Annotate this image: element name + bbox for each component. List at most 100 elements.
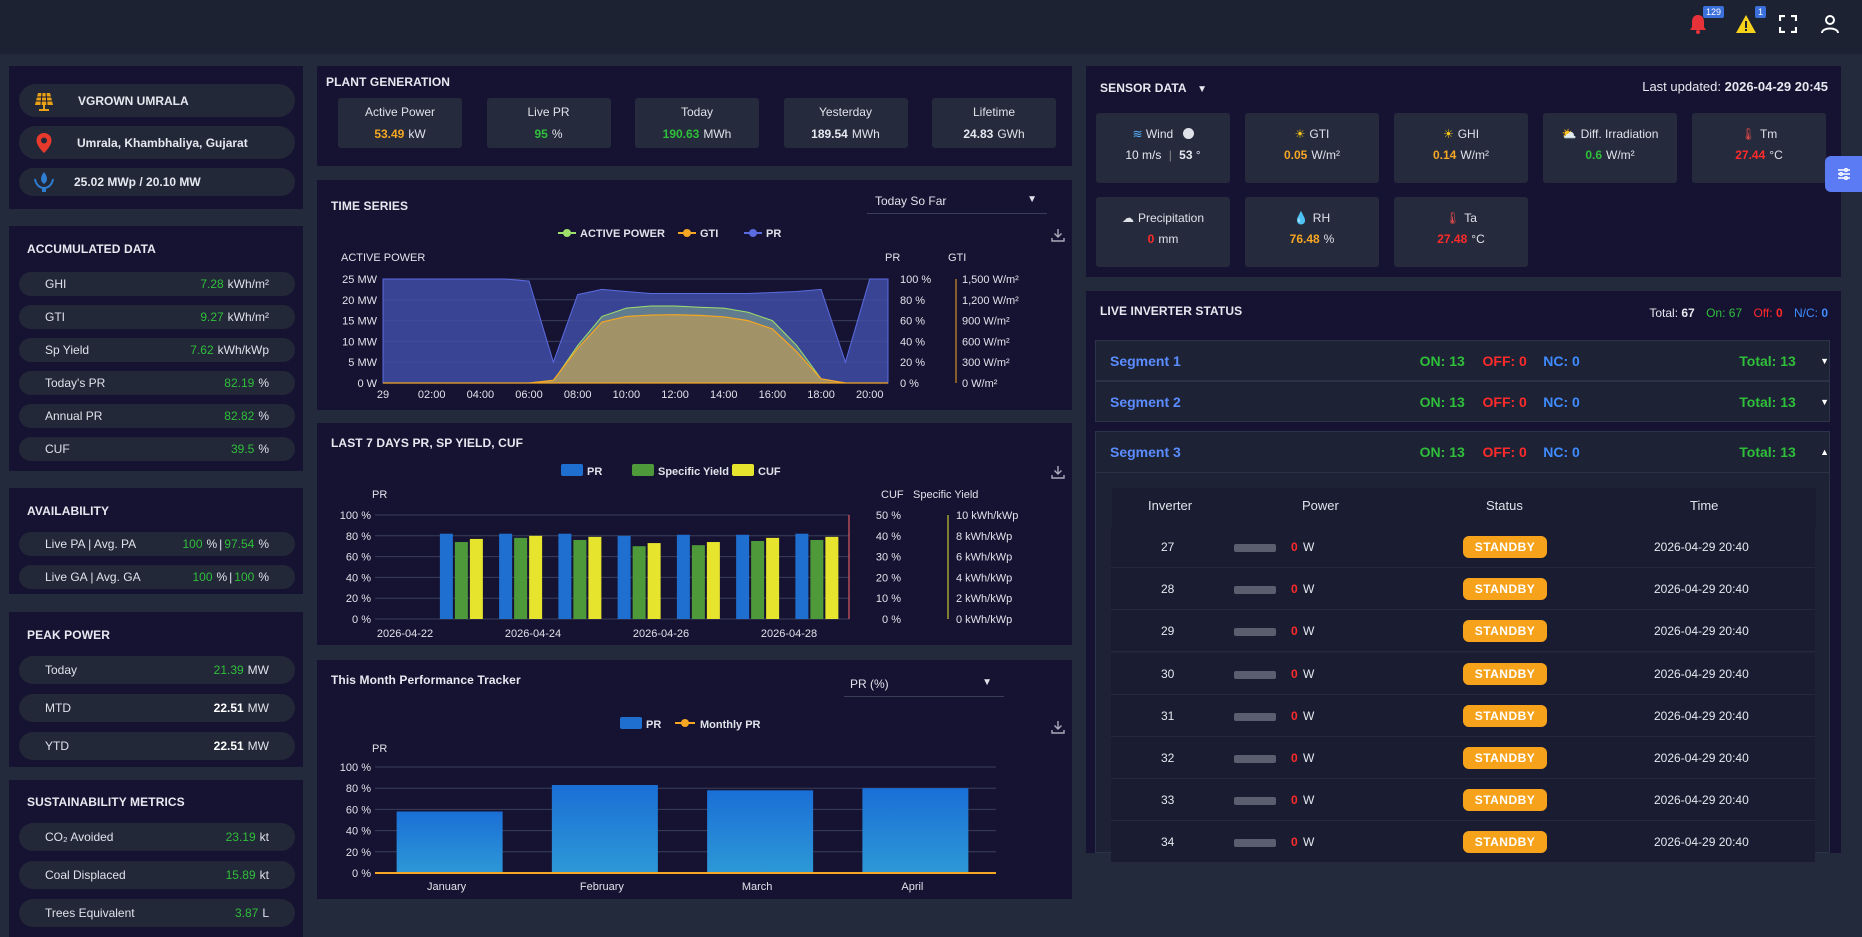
sensor-value-row: 0.05 W/m² — [1245, 148, 1379, 162]
legend-item[interactable]: Specific Yield — [632, 464, 729, 478]
time-series-title: TIME SERIES — [331, 199, 409, 213]
metric-label: CUF — [45, 442, 70, 456]
legend-item[interactable]: GTI — [678, 228, 718, 240]
thermometer-icon: 🌡 — [1740, 127, 1756, 141]
legend-item[interactable]: PR — [561, 464, 602, 478]
y-tick-label: 25 MW — [342, 274, 377, 286]
x-tick-label: 2026-04-24 — [505, 628, 561, 640]
plant-generation-title: PLANT GENERATION — [326, 75, 451, 89]
accumulated-row: Sp Yield 7.62 kWh/kWp — [19, 338, 295, 362]
segment-header[interactable]: Segment 1 ON: 13 OFF: 0 NC: 0 Total: 13 ▼ — [1095, 340, 1830, 381]
inverter-id: 32 — [1161, 751, 1175, 765]
segment-nc: NC: 0 — [1543, 393, 1580, 410]
inverter-row[interactable]: 28 0 W STANDBY 2026-04-29 20:40 — [1111, 568, 1815, 611]
chevron-up-icon: ▲ — [1820, 447, 1829, 457]
sensor-value-row: 0.6 W/m² — [1543, 148, 1677, 162]
sensor-value-row: 0 mm — [1096, 232, 1230, 246]
y-tick-label: 0 % — [352, 868, 371, 880]
segment-header[interactable]: Segment 2 ON: 13 OFF: 0 NC: 0 Total: 13 ▼ — [1095, 381, 1830, 422]
legend-label: CUF — [758, 466, 781, 478]
settings-side-tab[interactable] — [1825, 156, 1862, 192]
sensor-data-title: SENSOR DATA — [1100, 81, 1187, 95]
wind-icon: ≋ — [1132, 127, 1143, 141]
col-status: Status — [1486, 498, 1523, 513]
sensor-card: 🌡 Ta 27.48 °C — [1394, 197, 1528, 267]
sensor-unit: mm — [1158, 232, 1179, 246]
sensor-title: RH — [1312, 211, 1331, 225]
pr-tick-label: 0 % — [900, 378, 919, 390]
y-tick-label: 100 % — [340, 510, 371, 522]
sensor-card: 💧 RH 76.48% — [1245, 197, 1379, 267]
time-range-select[interactable]: Today So Far ▼ — [867, 194, 1047, 214]
legend-item[interactable]: CUF — [732, 464, 781, 478]
legend-item[interactable]: PR — [620, 717, 661, 731]
inverter-power-unit: W — [1303, 540, 1315, 554]
availability-panel: AVAILABILITY Live PA | Avg. PA 100% | 97.54… — [9, 488, 303, 594]
legend-item[interactable]: Monthly PR — [675, 719, 761, 731]
inverter-status-title: LIVE INVERTER STATUS — [1100, 304, 1243, 318]
inverter-power: 0 — [1291, 708, 1298, 723]
sustainability-title: SUSTAINABILITY METRICS — [27, 795, 185, 809]
peak-row: MTD 22.51 MW — [19, 694, 295, 722]
sustainability-rows: CO₂ Avoided 23.19 kt Coal Displaced 15.89 kt T… — [19, 823, 295, 927]
sensor-data-toggle[interactable]: SENSOR DATA ▼ — [1100, 79, 1207, 97]
legend-label: ACTIVE POWER — [580, 228, 665, 240]
inverter-row[interactable]: 30 0 W STANDBY 2026-04-29 20:40 — [1111, 652, 1815, 695]
inverter-row[interactable]: 29 0 W STANDBY 2026-04-29 20:40 — [1111, 610, 1815, 653]
metric-value: 9.27 — [200, 310, 224, 324]
generation-card: Active Power 53.49 kW — [338, 98, 462, 148]
sustainability-row: Coal Displaced 15.89 kt — [19, 861, 295, 889]
download-icon[interactable] — [1051, 228, 1065, 242]
inverter-row[interactable]: 32 0 W STANDBY 2026-04-29 20:40 — [1111, 737, 1815, 779]
generation-card: Lifetime 24.83 GWh — [932, 98, 1056, 148]
bar — [632, 546, 646, 619]
peak-row: YTD 22.51 MW — [19, 732, 295, 760]
inverter-power: 0 — [1291, 624, 1298, 639]
download-icon[interactable] — [1051, 720, 1065, 734]
y-tick-label: 80 % — [346, 531, 371, 543]
inverter-id: 29 — [1161, 624, 1175, 639]
sustainability-row: CO₂ Avoided 23.19 kt — [19, 823, 295, 851]
generation-card-value-row: 24.83 GWh — [932, 127, 1056, 141]
inverter-power-unit: W — [1303, 835, 1315, 850]
sensor-value-row: 76.48% — [1245, 232, 1379, 246]
cuf-tick-label: 30 % — [876, 552, 901, 564]
fullscreen-button[interactable] — [1776, 12, 1800, 36]
gti-tick-label: 1,500 W/m² — [962, 274, 1019, 286]
bar — [862, 788, 969, 873]
peak-title: PEAK POWER — [27, 628, 111, 642]
inverter-row[interactable]: 34 0 W STANDBY 2026-04-29 20:40 — [1111, 821, 1815, 864]
sensor-value: 0 — [1147, 232, 1155, 246]
legend-item[interactable]: ACTIVE POWER — [558, 228, 665, 240]
location-pin-icon — [36, 132, 52, 153]
metric-unit: kWh/m² — [227, 310, 269, 324]
user-menu-button[interactable] — [1818, 12, 1842, 36]
inverter-row[interactable]: 31 0 W STANDBY 2026-04-29 20:40 — [1111, 694, 1815, 737]
bar — [588, 536, 602, 619]
sensor-unit: % — [1323, 232, 1335, 246]
sy-tick-label: 10 kWh/kWp — [956, 510, 1018, 522]
sustainability-label: Trees Equivalent — [45, 906, 135, 920]
segment-header[interactable]: Segment 3 ON: 13 OFF: 0 NC: 0 Total: 13 ▲ — [1095, 431, 1830, 473]
cuf-axis-label: CUF — [881, 489, 904, 501]
sensor-card: ☀ GTI 0.05 W/m² — [1245, 113, 1379, 183]
pr-tick-label: 20 % — [900, 357, 925, 369]
peak-label: YTD — [45, 739, 69, 753]
warnings-button[interactable]: 1 — [1734, 6, 1766, 36]
tracker-metric-select[interactable]: PR (%) ▼ — [844, 677, 1004, 697]
notifications-button[interactable]: 129 — [1686, 6, 1724, 36]
sy-tick-label: 6 kWh/kWp — [956, 552, 1012, 564]
peak-unit: MW — [247, 701, 269, 715]
warning-icon — [1736, 15, 1756, 33]
inverter-row[interactable]: 27 0 W STANDBY 2026-04-29 20:40 — [1111, 526, 1815, 568]
plant-name: VGROWN UMRALA — [78, 93, 189, 108]
legend-item[interactable]: PR — [744, 228, 781, 240]
cuf-tick-label: 40 % — [876, 531, 901, 543]
y-tick-label: 60 % — [346, 804, 371, 816]
wind-speed: 10 — [1125, 148, 1139, 162]
cuf-tick-label: 0 % — [882, 614, 901, 626]
download-icon[interactable] — [1051, 465, 1065, 479]
inverter-row[interactable]: 33 0 W STANDBY 2026-04-29 20:40 — [1111, 779, 1815, 822]
generation-card-value-row: 53.49 kW — [338, 127, 462, 141]
plant-location-pill: Umrala, Khambhaliya, Gujarat — [19, 126, 295, 159]
